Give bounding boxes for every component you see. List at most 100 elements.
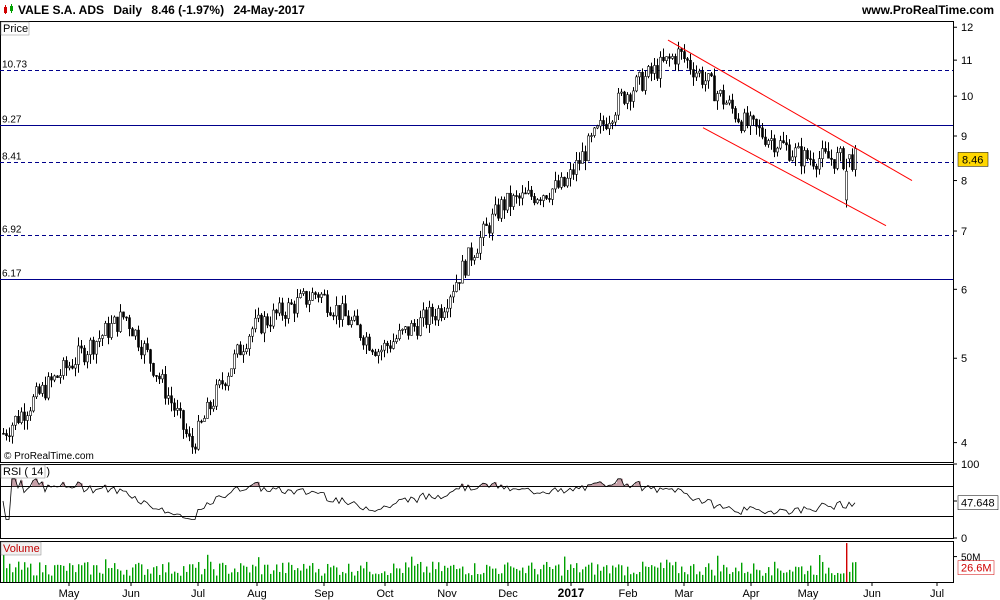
volume-bar (627, 566, 629, 582)
site-link[interactable]: www.ProRealTime.com (861, 3, 994, 17)
candle-body (689, 59, 692, 70)
volume-bar (207, 554, 209, 582)
volume-bar (654, 566, 656, 582)
rsi-overbought-fill (251, 484, 254, 487)
candle-body (74, 364, 77, 369)
volume-bar (288, 562, 290, 582)
candle-body (101, 335, 104, 339)
volume-bar (840, 573, 842, 582)
last-change: 8.46 (-1.97%) (151, 3, 225, 17)
volume-bar (660, 562, 662, 582)
volume-bar (402, 572, 404, 582)
candle-body (149, 349, 152, 364)
candle-body (134, 329, 137, 337)
rsi-overbought-fill (38, 484, 41, 487)
candle-body (218, 380, 221, 386)
candle-body (80, 345, 83, 349)
x-tick-label: Jul (930, 588, 944, 600)
volume-bar (546, 561, 548, 582)
volume-bar (513, 567, 515, 582)
candle-body (755, 118, 758, 127)
candle-body (422, 309, 425, 319)
last-price-badge (957, 152, 989, 167)
volume-bar (468, 573, 470, 582)
x-axis: May Jun Jul Aug Sep Oct Nov Dec 2017 Feb Mar Apr May… (59, 582, 944, 600)
candle-body (527, 189, 530, 194)
chart-title: VALE S.A. ADS Daily 8.46 (-1.97%) 24-May… (18, 3, 311, 17)
volume-bar (390, 573, 392, 582)
candle-body (749, 115, 752, 126)
volume-bar (351, 571, 353, 582)
x-tick-label: Jul (191, 588, 205, 600)
candle-body (377, 351, 380, 356)
rsi-label: RSI ( 14 ) (3, 466, 50, 478)
volume-bar (768, 567, 770, 582)
candle-body (638, 72, 641, 78)
volume-bar (345, 573, 347, 582)
volume-bar (747, 571, 749, 582)
volume-bar (186, 571, 188, 582)
volume-bar (363, 568, 365, 582)
candle-body (791, 156, 794, 161)
candle-body (701, 70, 704, 85)
candle-body (155, 375, 158, 377)
candle-body (605, 124, 608, 129)
volume-bar (198, 562, 200, 582)
candle-body (326, 294, 329, 313)
volume-bar (369, 571, 371, 582)
volume-bar (525, 573, 527, 582)
volume-bar (828, 567, 830, 582)
candle-body (314, 292, 317, 295)
candle-body (770, 138, 773, 141)
volume-bar (309, 565, 311, 582)
candle-body (698, 70, 701, 74)
candle-body (170, 395, 173, 404)
candle-body (50, 376, 53, 381)
candle-body (503, 199, 506, 211)
candle-body (38, 386, 41, 394)
volume-bar (792, 571, 794, 582)
volume-bar (105, 559, 107, 582)
candle-body (374, 351, 377, 356)
candle-body (479, 237, 482, 254)
volume-bar (504, 564, 506, 582)
candle-body (722, 90, 725, 105)
rsi-overbought-fill (62, 482, 65, 487)
volume-bar (171, 573, 173, 582)
volume-bar (441, 571, 443, 582)
volume-bar (471, 575, 473, 582)
volume-bar (741, 562, 743, 582)
candle-body (347, 315, 350, 326)
volume-bar (666, 559, 668, 582)
candle-body (362, 337, 365, 346)
volume-bar (273, 570, 275, 582)
candle-body (284, 315, 287, 319)
x-tick-label: Mar (675, 588, 694, 600)
volume-bar (291, 564, 293, 582)
volume-bar (735, 567, 737, 582)
candle-body (269, 324, 272, 327)
volume-bar (618, 564, 620, 582)
candle-body (143, 343, 146, 356)
volume-bar (27, 567, 29, 582)
candle-body (209, 401, 212, 410)
volume-bar (201, 574, 203, 582)
candle-body (263, 316, 266, 334)
volume-bar (729, 573, 731, 582)
volume-bar (168, 562, 170, 582)
volume-bar (699, 571, 701, 582)
candle-body (782, 140, 785, 144)
volume-bar (648, 567, 650, 582)
level-label: 8.41 (2, 152, 22, 163)
volume-bar (711, 569, 713, 582)
volume-bar (333, 565, 335, 582)
volume-bar (825, 573, 827, 582)
volume-bar (771, 575, 773, 582)
candle-body (344, 303, 347, 317)
candle-body (833, 159, 836, 169)
candle-body (188, 433, 191, 437)
volume-bar (327, 563, 329, 582)
x-tick-label: Jun (863, 588, 881, 600)
candle-body (59, 375, 62, 378)
volume-bar (21, 569, 23, 582)
